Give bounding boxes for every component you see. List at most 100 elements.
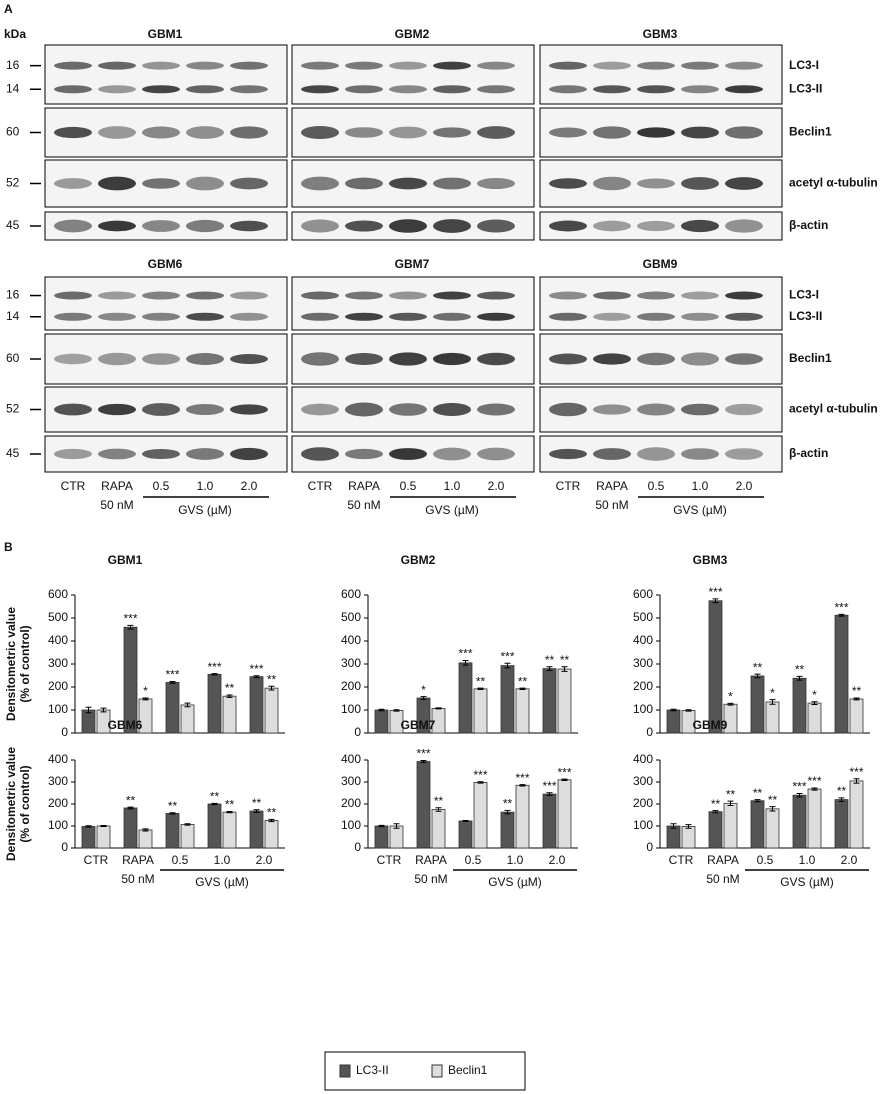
bar bbox=[834, 614, 849, 734]
significance-label: *** bbox=[807, 774, 821, 788]
blot-band bbox=[681, 177, 719, 190]
blot-band bbox=[389, 177, 427, 190]
error-bar bbox=[712, 810, 719, 814]
error-bar bbox=[420, 696, 427, 700]
blot-band bbox=[637, 127, 675, 138]
x-tick-sublabel: 50 nM bbox=[121, 872, 154, 886]
blot-band bbox=[637, 352, 675, 366]
marker-label: 60 bbox=[6, 351, 20, 365]
bar bbox=[264, 687, 279, 734]
blot-band bbox=[142, 312, 180, 321]
significance-label: ** bbox=[168, 799, 178, 813]
group-label: GVS (µM) bbox=[488, 875, 542, 889]
error-bar bbox=[754, 673, 761, 679]
significance-label: *** bbox=[708, 585, 722, 599]
blot-band bbox=[593, 353, 631, 365]
chart-title: GBM7 bbox=[401, 718, 436, 732]
error-bar bbox=[184, 823, 191, 826]
error-bar bbox=[670, 708, 677, 712]
blot-band bbox=[637, 220, 675, 232]
blot-band bbox=[301, 312, 339, 321]
y-tick-label: 100 bbox=[48, 702, 68, 716]
error-bar bbox=[393, 709, 400, 712]
error-bar bbox=[838, 797, 845, 802]
significance-label: ** bbox=[726, 787, 736, 801]
y-tick-label: 100 bbox=[633, 702, 653, 716]
blot-band bbox=[186, 403, 224, 416]
error-bar bbox=[546, 792, 553, 796]
blot-band bbox=[142, 448, 180, 460]
blot-band bbox=[549, 291, 587, 300]
lane-label: 0.5 bbox=[648, 479, 665, 493]
group-label: GVS (µM) bbox=[780, 875, 834, 889]
error-bar bbox=[169, 680, 176, 684]
error-bar bbox=[853, 697, 860, 701]
error-bar bbox=[268, 685, 275, 691]
lane-label: 0.5 bbox=[400, 479, 417, 493]
blot-band bbox=[301, 447, 339, 461]
bar bbox=[165, 813, 180, 849]
blot-band bbox=[142, 220, 180, 232]
y-tick-label: 100 bbox=[341, 702, 361, 716]
blot-band bbox=[230, 85, 268, 94]
blot-band bbox=[345, 220, 383, 232]
protein-label: Beclin1 bbox=[789, 351, 832, 365]
blot-band bbox=[98, 291, 136, 300]
y-tick-label: 200 bbox=[48, 796, 68, 810]
y-tick-label: 300 bbox=[48, 656, 68, 670]
blot-strip bbox=[539, 211, 783, 241]
blot-band bbox=[301, 403, 339, 416]
blot-band bbox=[549, 353, 587, 365]
significance-label: ** bbox=[852, 684, 862, 698]
bar bbox=[207, 803, 222, 849]
blot-band bbox=[230, 312, 268, 321]
blot-band bbox=[345, 291, 383, 300]
blot-band bbox=[681, 291, 719, 300]
error-bar bbox=[796, 675, 803, 681]
bar bbox=[374, 825, 389, 849]
x-tick-label: 0.5 bbox=[172, 853, 189, 867]
blot-band bbox=[301, 125, 339, 140]
y-tick-label: 400 bbox=[341, 633, 361, 647]
lane-label: 2.0 bbox=[241, 479, 258, 493]
blot-band bbox=[725, 403, 763, 416]
y-tick-label: 400 bbox=[48, 752, 68, 766]
bar bbox=[249, 810, 264, 849]
error-bar bbox=[462, 820, 469, 822]
significance-label: ** bbox=[560, 653, 570, 667]
y-tick-label: 200 bbox=[341, 796, 361, 810]
bar bbox=[792, 794, 807, 849]
protein-label: β-actin bbox=[789, 218, 828, 232]
error-bar bbox=[727, 800, 734, 807]
blot-band bbox=[725, 219, 763, 233]
blot-band bbox=[725, 126, 763, 139]
bar bbox=[264, 820, 279, 849]
bar bbox=[750, 675, 765, 734]
bar bbox=[723, 802, 738, 849]
error-bar bbox=[142, 828, 149, 832]
y-tick-label: 200 bbox=[633, 679, 653, 693]
significance-label: ** bbox=[225, 681, 235, 695]
bar bbox=[765, 701, 780, 734]
blot-band bbox=[142, 291, 180, 300]
blot-band bbox=[549, 85, 587, 94]
blot-band bbox=[637, 85, 675, 94]
error-bar bbox=[226, 810, 233, 814]
lane-label: CTR bbox=[61, 479, 86, 493]
blot-band bbox=[301, 85, 339, 94]
blot-band bbox=[186, 448, 224, 460]
significance-label: ** bbox=[434, 794, 444, 808]
bar bbox=[765, 808, 780, 849]
blot-band bbox=[186, 126, 224, 139]
blot-band bbox=[230, 353, 268, 365]
blot-title: GBM2 bbox=[395, 27, 430, 41]
blot-band bbox=[549, 178, 587, 189]
blot-band bbox=[725, 61, 763, 70]
unit-label: kDa bbox=[4, 27, 26, 41]
error-bar bbox=[184, 702, 191, 708]
protein-label: β-actin bbox=[789, 446, 828, 460]
bar bbox=[834, 799, 849, 849]
blot-band bbox=[142, 178, 180, 189]
error-bar bbox=[393, 823, 400, 829]
blot-band bbox=[433, 61, 471, 70]
